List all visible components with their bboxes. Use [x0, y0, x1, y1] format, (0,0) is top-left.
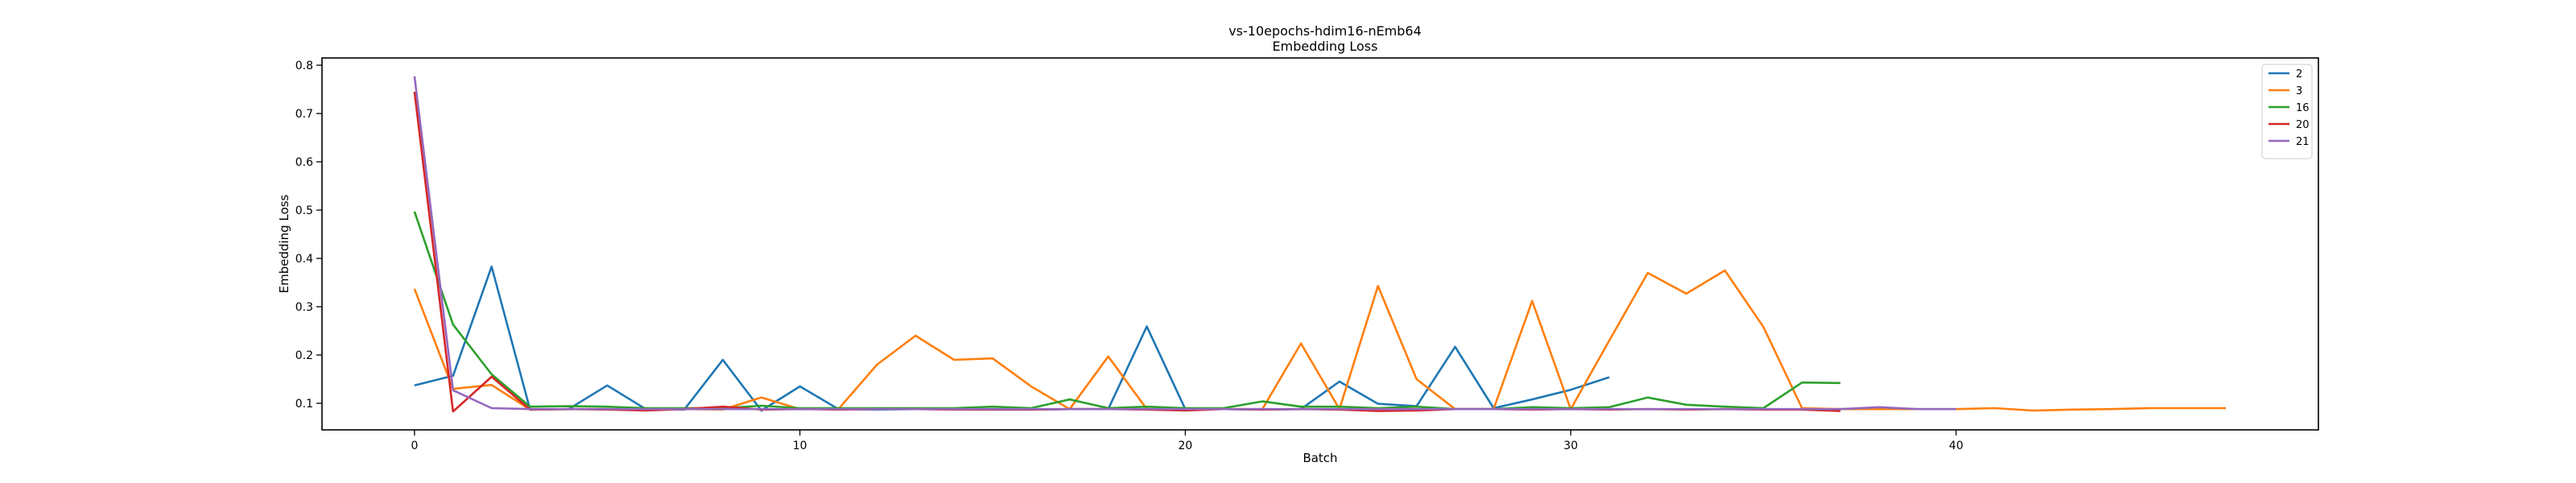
x-axis-label: Batch: [1302, 451, 1337, 465]
x-axis: 0 10 20 30 40: [411, 430, 1963, 452]
y-tick-label: 0.5: [295, 204, 313, 217]
legend-label: 20: [2296, 119, 2310, 131]
legend-label: 16: [2296, 102, 2310, 114]
y-tick-label: 0.7: [295, 108, 313, 121]
y-axis-label: Embedding Loss: [277, 194, 291, 293]
x-tick-label: 30: [1563, 440, 1578, 452]
chart-title: vs-10epochs-hdim16-nEmb64: [1228, 23, 1422, 39]
y-tick-label: 0.6: [295, 156, 313, 169]
series-lines: [413, 76, 2227, 413]
plot-area: [321, 57, 2319, 431]
x-tick-label: 20: [1179, 440, 1193, 452]
y-tick-label: 0.3: [295, 301, 313, 314]
x-tick-label: 0: [411, 440, 418, 452]
legend-label: 2: [2296, 68, 2302, 80]
x-tick-label: 10: [793, 440, 807, 452]
y-tick-label: 0.2: [295, 349, 313, 362]
legend-label: 21: [2296, 136, 2310, 148]
legend-box: [2261, 64, 2313, 159]
y-axis: 0.1 0.2 0.3 0.4 0.5 0.6 0.7 0.8: [295, 60, 322, 411]
legend: 2 3 16 20 21: [2261, 64, 2313, 159]
y-tick-label: 0.1: [295, 398, 313, 411]
legend-label: 3: [2296, 85, 2302, 97]
x-tick-label: 40: [1949, 440, 1963, 452]
y-tick-label: 0.4: [295, 253, 313, 266]
y-tick-label: 0.8: [295, 60, 313, 72]
chart-subtitle: Embedding Loss: [1273, 39, 1378, 54]
series-line-21: [413, 76, 1956, 411]
